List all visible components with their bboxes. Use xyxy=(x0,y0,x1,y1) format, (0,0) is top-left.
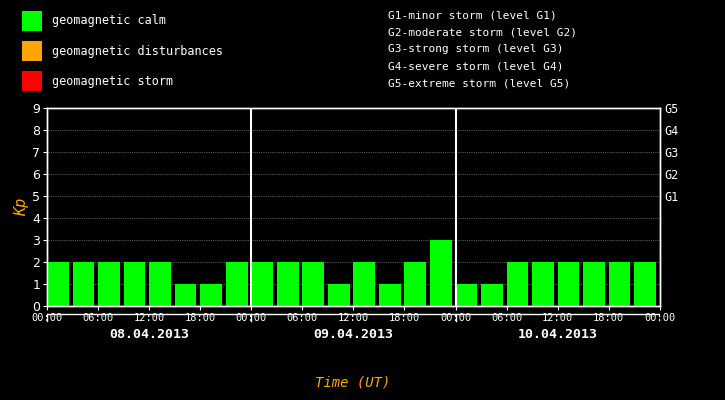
Bar xyxy=(481,284,502,306)
Bar xyxy=(200,284,222,306)
Text: Time (UT): Time (UT) xyxy=(315,375,391,389)
Text: 10.04.2013: 10.04.2013 xyxy=(518,328,597,340)
Bar xyxy=(47,262,69,306)
Bar xyxy=(455,284,477,306)
Bar xyxy=(532,262,554,306)
Text: 08.04.2013: 08.04.2013 xyxy=(109,328,189,340)
Text: G2-moderate storm (level G2): G2-moderate storm (level G2) xyxy=(388,27,576,37)
Bar xyxy=(277,262,299,306)
Bar xyxy=(353,262,375,306)
Text: geomagnetic calm: geomagnetic calm xyxy=(52,14,167,28)
Bar xyxy=(430,240,452,306)
Bar xyxy=(507,262,529,306)
Bar xyxy=(379,284,401,306)
Text: G1-minor storm (level G1): G1-minor storm (level G1) xyxy=(388,10,556,20)
FancyBboxPatch shape xyxy=(22,71,42,92)
Bar xyxy=(558,262,579,306)
Bar xyxy=(252,262,273,306)
Bar xyxy=(302,262,324,306)
Text: G3-strong storm (level G3): G3-strong storm (level G3) xyxy=(388,44,563,54)
Bar xyxy=(225,262,247,306)
Bar xyxy=(98,262,120,306)
Bar xyxy=(72,262,94,306)
Bar xyxy=(634,262,656,306)
Text: G5-extreme storm (level G5): G5-extreme storm (level G5) xyxy=(388,79,570,89)
Bar xyxy=(609,262,631,306)
Bar xyxy=(149,262,171,306)
Bar xyxy=(175,284,196,306)
FancyBboxPatch shape xyxy=(22,10,42,31)
FancyBboxPatch shape xyxy=(22,41,42,61)
Bar xyxy=(405,262,426,306)
Y-axis label: Kp: Kp xyxy=(14,198,30,216)
Bar xyxy=(583,262,605,306)
Text: 09.04.2013: 09.04.2013 xyxy=(313,328,394,340)
Text: geomagnetic storm: geomagnetic storm xyxy=(52,74,173,88)
Text: G4-severe storm (level G4): G4-severe storm (level G4) xyxy=(388,61,563,71)
Bar xyxy=(328,284,349,306)
Bar xyxy=(124,262,146,306)
Text: geomagnetic disturbances: geomagnetic disturbances xyxy=(52,44,223,58)
